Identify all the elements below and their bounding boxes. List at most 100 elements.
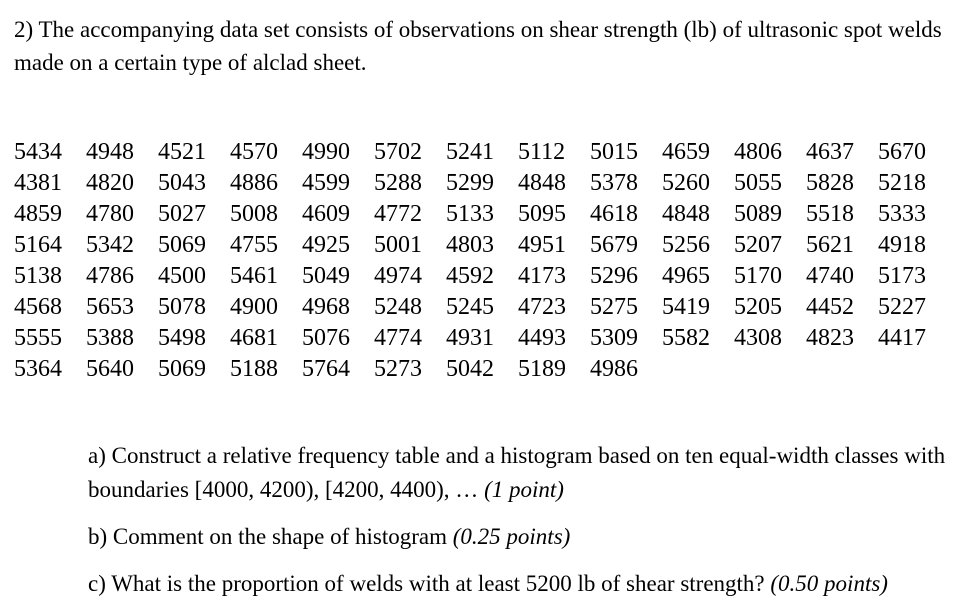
data-value: 5188 (230, 356, 278, 382)
data-value: 5173 (878, 263, 926, 289)
data-value: 5419 (662, 294, 710, 320)
data-value: 4931 (446, 325, 494, 351)
data-value: 4786 (86, 263, 134, 289)
data-value: 5043 (158, 170, 206, 196)
data-value: 4848 (518, 170, 566, 196)
question-c-text: c) What is the proportion of welds with … (88, 571, 765, 596)
data-value: 5248 (374, 294, 422, 320)
data-value: 4974 (374, 263, 422, 289)
data-value: 4774 (374, 325, 422, 351)
data-value: 5333 (878, 201, 926, 227)
data-value: 5008 (230, 201, 278, 227)
data-value: 4780 (86, 201, 134, 227)
question-b-text: b) Comment on the shape of histogram (88, 524, 447, 549)
data-value: 5273 (374, 356, 422, 382)
data-value: 4990 (302, 139, 350, 165)
data-value: 4637 (806, 139, 854, 165)
data-grid: 5434 4948 4521 4570 4990 5702 5241 5112 5015 4659… (14, 137, 980, 385)
data-value: 4951 (518, 232, 566, 258)
problem-statement: 2) The accompanying data set consists of… (14, 17, 942, 75)
data-value: 4772 (374, 201, 422, 227)
data-value: 5296 (590, 263, 638, 289)
data-value: 4723 (518, 294, 566, 320)
data-value: 5434 (14, 139, 62, 165)
data-value: 4823 (806, 325, 854, 351)
data-value: 5170 (734, 263, 782, 289)
data-value: 5378 (590, 170, 638, 196)
data-value: 4570 (230, 139, 278, 165)
data-value: 5138 (14, 263, 62, 289)
data-value: 5498 (158, 325, 206, 351)
question-c-points: (0.50 points) (770, 571, 888, 596)
data-value: 5227 (878, 294, 926, 320)
question-c: c) What is the proportion of welds with … (88, 567, 952, 601)
data-row: 4568 5653 5078 4900 4968 5248 5245 4723 5275 5419… (14, 292, 980, 323)
data-value: 4452 (806, 294, 854, 320)
data-value: 5245 (446, 294, 494, 320)
data-value: 4986 (590, 356, 638, 382)
data-value: 4681 (230, 325, 278, 351)
data-value: 5218 (878, 170, 926, 196)
data-value: 5828 (806, 170, 854, 196)
data-value: 4886 (230, 170, 278, 196)
data-value: 5015 (590, 139, 638, 165)
data-value: 5309 (590, 325, 638, 351)
data-value: 5640 (86, 356, 134, 382)
question-a: a) Construct a relative frequency table … (88, 439, 952, 507)
data-value: 5764 (302, 356, 350, 382)
question-b: b) Comment on the shape of histogram (0.… (88, 520, 952, 554)
data-value: 4755 (230, 232, 278, 258)
question-a-text: a) Construct a relative frequency table … (88, 443, 946, 502)
data-value: 4173 (518, 263, 566, 289)
data-value: 4968 (302, 294, 350, 320)
question-a-points: (1 point) (484, 477, 564, 502)
data-value: 4820 (86, 170, 134, 196)
data-value: 5288 (374, 170, 422, 196)
data-value: 4848 (662, 201, 710, 227)
data-value: 5256 (662, 232, 710, 258)
data-value: 5388 (86, 325, 134, 351)
data-row: 4381 4820 5043 4886 4599 5288 5299 4848 5378 5260… (14, 168, 980, 199)
data-value: 5078 (158, 294, 206, 320)
data-value: 5069 (158, 232, 206, 258)
data-value: 4500 (158, 263, 206, 289)
data-row: 4859 4780 5027 5008 4609 4772 5133 5095 4618 4848… (14, 199, 980, 230)
data-value: 5299 (446, 170, 494, 196)
data-value: 5679 (590, 232, 638, 258)
data-value: 4381 (14, 170, 62, 196)
data-value: 5260 (662, 170, 710, 196)
data-value: 4948 (86, 139, 134, 165)
data-value: 5207 (734, 232, 782, 258)
data-value: 4803 (446, 232, 494, 258)
data-value: 5189 (518, 356, 566, 382)
data-value: 4965 (662, 263, 710, 289)
data-value: 4740 (806, 263, 854, 289)
data-value: 5621 (806, 232, 854, 258)
data-value: 5241 (446, 139, 494, 165)
data-value: 5055 (734, 170, 782, 196)
data-value: 4568 (14, 294, 62, 320)
data-row: 5434 4948 4521 4570 4990 5702 5241 5112 5015 4659… (14, 137, 980, 168)
data-value: 4925 (302, 232, 350, 258)
data-value: 5095 (518, 201, 566, 227)
data-value: 5089 (734, 201, 782, 227)
data-value: 4417 (878, 325, 926, 351)
data-value: 5164 (14, 232, 62, 258)
data-value: 4806 (734, 139, 782, 165)
data-value: 5702 (374, 139, 422, 165)
data-value: 5001 (374, 232, 422, 258)
data-row: 5364 5640 5069 5188 5764 5273 5042 5189 4986 (14, 354, 980, 385)
data-row: 5164 5342 5069 4755 4925 5001 4803 4951 5679 5256… (14, 230, 980, 261)
data-value: 4521 (158, 139, 206, 165)
data-value: 5518 (806, 201, 854, 227)
data-row: 5138 4786 4500 5461 5049 4974 4592 4173 5296 4965… (14, 261, 980, 292)
data-value: 5555 (14, 325, 62, 351)
data-value: 5342 (86, 232, 134, 258)
data-value: 5582 (662, 325, 710, 351)
data-value: 5275 (590, 294, 638, 320)
data-value: 5670 (878, 139, 926, 165)
data-value: 5653 (86, 294, 134, 320)
data-value: 5042 (446, 356, 494, 382)
data-value: 5364 (14, 356, 62, 382)
